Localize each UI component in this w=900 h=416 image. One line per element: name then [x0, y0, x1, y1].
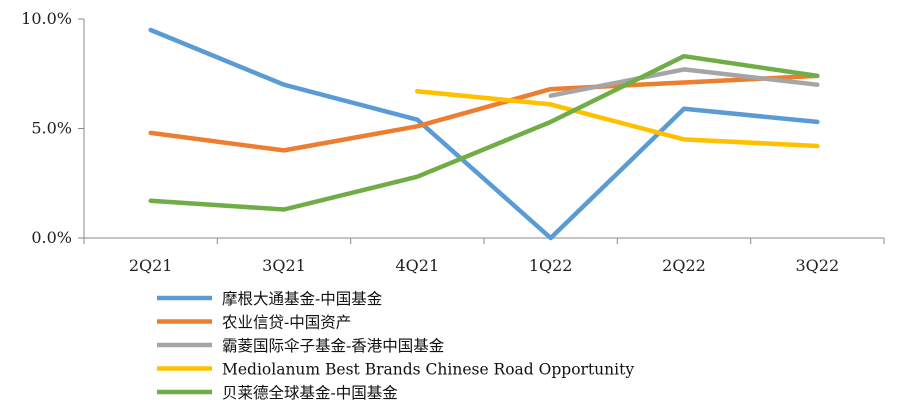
y-tick-label: 0.0% — [31, 228, 72, 247]
y-tick-label: 10.0% — [21, 9, 72, 28]
series-line-3 — [415, 89, 820, 149]
legend-label: Mediolanum Best Brands Chinese Road Oppo… — [222, 361, 634, 379]
y-tick-label: 5.0% — [31, 119, 72, 138]
series-line-1 — [148, 73, 820, 153]
x-tick-label: 1Q22 — [529, 256, 573, 275]
axes: 0.0% 5.0% 10.0% 2Q21 3Q21 4Q21 1Q22 2Q22 3Q22 — [21, 9, 885, 275]
series-line-4 — [148, 53, 820, 212]
x-tick-label: 3Q21 — [262, 256, 306, 275]
legend-label: 贝莱德全球基金-中国基金 — [222, 384, 398, 402]
series-line-2 — [548, 67, 820, 98]
legend-label: 霸菱国际伞子基金-香港中国基金 — [222, 337, 445, 355]
x-tick-label: 2Q21 — [129, 256, 173, 275]
x-tick-label: 2Q22 — [662, 256, 706, 275]
x-tick-label: 3Q22 — [796, 256, 840, 275]
series-line-0 — [148, 27, 820, 241]
legend-label: 农业信贷-中国资产 — [222, 314, 351, 332]
x-tick-label: 4Q21 — [396, 256, 440, 275]
series-lines — [148, 27, 820, 241]
legend-label: 摩根大通基金-中国基金 — [222, 290, 383, 308]
